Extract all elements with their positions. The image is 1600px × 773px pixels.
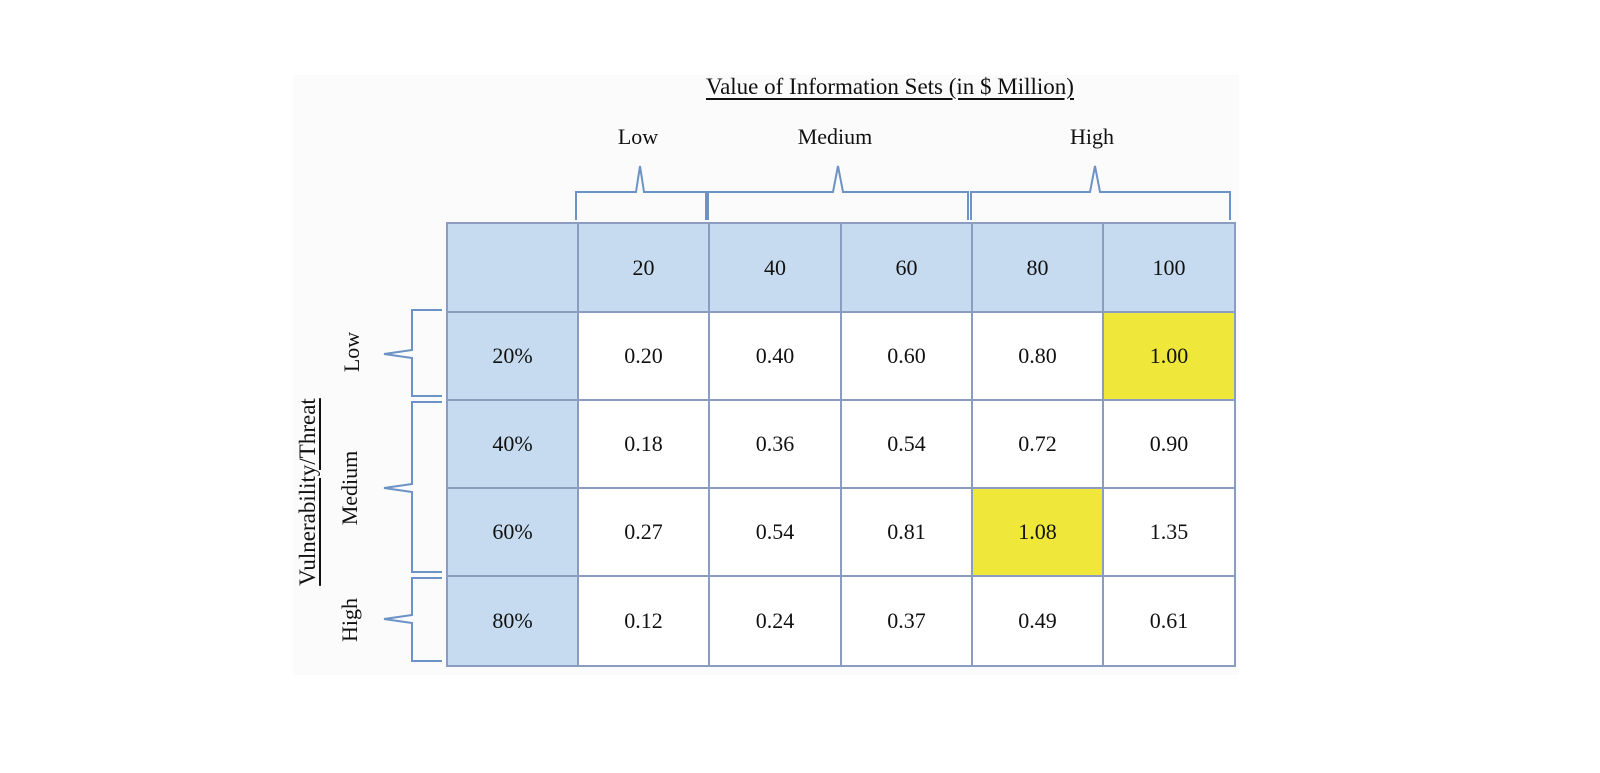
matrix-cell: 0.72 [971, 399, 1104, 489]
row-bracket-medium [383, 401, 442, 573]
row-group-high-label: High [337, 598, 362, 642]
row-header: 60% [446, 487, 579, 577]
row-header: 80% [446, 575, 579, 667]
corner-cell [446, 222, 579, 313]
matrix-cell: 1.35 [1102, 487, 1236, 577]
column-header: 100 [1102, 222, 1236, 313]
row-header: 40% [446, 399, 579, 489]
matrix-cell: 0.40 [708, 311, 842, 401]
matrix-cell: 0.18 [577, 399, 710, 489]
matrix-cell: 0.54 [840, 399, 973, 489]
matrix-cell: 0.81 [840, 487, 973, 577]
matrix-cell: 0.36 [708, 399, 842, 489]
column-bracket-medium [707, 165, 969, 220]
column-group-low-label: Low [617, 124, 659, 149]
column-header: 60 [840, 222, 973, 313]
matrix-cell: 0.20 [577, 311, 710, 401]
y-axis-label: Vulnerability/Threat [295, 398, 320, 586]
column-header-row: 20 40 60 80 100 [446, 222, 1236, 313]
table-row: 40% 0.18 0.36 0.54 0.72 0.90 [446, 399, 1236, 489]
column-bracket-low [575, 165, 707, 220]
chart-title: Value of Information Sets (in $ Million) [560, 74, 1220, 100]
row-header: 20% [446, 311, 579, 401]
chart-title-text: Value of Information Sets (in $ Million) [706, 74, 1074, 99]
highlighted-cell: 1.00 [1102, 311, 1236, 401]
table-row: 60% 0.27 0.54 0.81 1.08 1.35 [446, 487, 1236, 577]
column-header: 40 [708, 222, 842, 313]
matrix-cell: 0.54 [708, 487, 842, 577]
matrix-cell: 0.49 [971, 575, 1104, 667]
value-matrix: 20 40 60 80 100 20% 0.20 0.40 0.60 0.80 … [446, 222, 1236, 667]
column-header: 20 [577, 222, 710, 313]
table-row: 20% 0.20 0.40 0.60 0.80 1.00 [446, 311, 1236, 401]
column-group-medium-label: Medium [797, 124, 873, 149]
matrix-cell: 0.60 [840, 311, 973, 401]
matrix-cell: 0.37 [840, 575, 973, 667]
column-bracket-high [970, 165, 1231, 220]
row-group-medium-label: Medium [337, 450, 362, 526]
row-group-low-label: Low [339, 331, 364, 373]
matrix-cell: 0.61 [1102, 575, 1236, 667]
column-header: 80 [971, 222, 1104, 313]
matrix-cell: 0.80 [971, 311, 1104, 401]
highlighted-cell: 1.08 [971, 487, 1104, 577]
row-bracket-high [383, 577, 442, 662]
matrix-cell: 0.27 [577, 487, 710, 577]
matrix-cell: 0.12 [577, 575, 710, 667]
matrix-cell: 0.90 [1102, 399, 1236, 489]
matrix-cell: 0.24 [708, 575, 842, 667]
row-bracket-low [383, 309, 442, 397]
table-row: 80% 0.12 0.24 0.37 0.49 0.61 [446, 575, 1236, 667]
column-group-high-label: High [1070, 124, 1114, 149]
